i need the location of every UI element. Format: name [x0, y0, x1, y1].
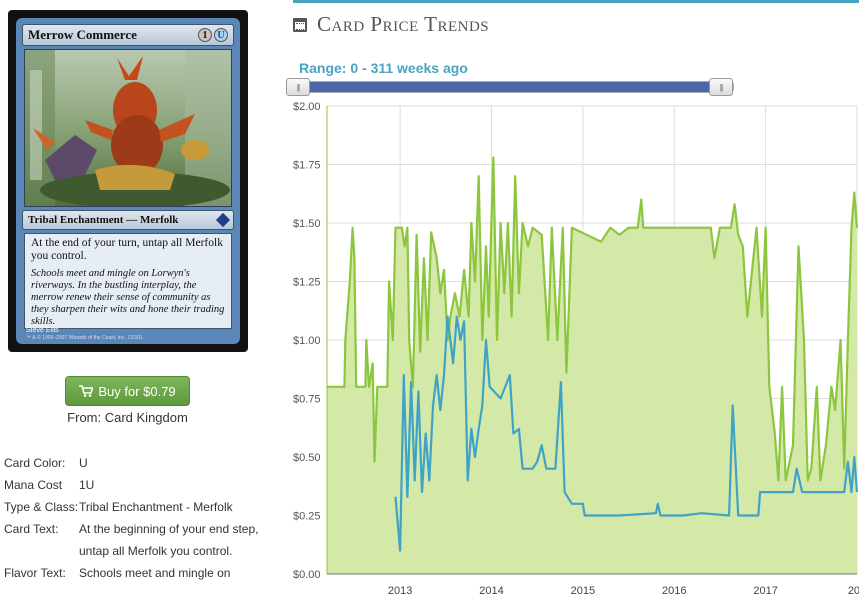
mana-blue-symbol: U: [214, 28, 228, 42]
x-tick-label: 2014: [479, 585, 503, 597]
price-trends-header: Card Price Trends: [293, 12, 489, 37]
card-type-bar: Tribal Enchantment — Merfolk: [22, 210, 234, 230]
info-value: U: [79, 456, 88, 470]
info-label: Mana Cost: [4, 478, 63, 492]
y-tick-label: $1.25: [293, 277, 321, 289]
series-area-fill: [327, 157, 857, 574]
section-divider: [293, 0, 859, 3]
series-line-blue: [394, 315, 859, 552]
card-face: Merrow Commerce 1 U: [16, 18, 240, 344]
y-tick-label: $2.00: [293, 102, 321, 113]
x-tick-label: 2015: [571, 585, 595, 597]
price-chart: $0.00 $0.25 $0.50 $0.75 $1.00 $1.25 $1.50 $1.75…: [291, 102, 859, 604]
y-tick-label: $1.75: [293, 160, 321, 172]
card-artwork: [24, 49, 232, 207]
x-tick-label: 2013: [388, 585, 412, 597]
info-row-mana-cost: Mana Cost 1U: [4, 474, 264, 496]
card-image: Merrow Commerce 1 U: [8, 10, 248, 352]
y-tick-label: $0.00: [293, 569, 321, 581]
info-value: Tribal Enchantment - Merfolk: [79, 500, 233, 514]
card-name: Merrow Commerce: [28, 27, 137, 42]
range-slider[interactable]: ||| |||: [286, 78, 734, 96]
shopping-cart-icon: [79, 385, 94, 397]
info-value: At the beginning of your end step, untap…: [79, 522, 259, 558]
card-flavor-text: Schools meet and mingle on Lorwyn's rive…: [31, 268, 225, 327]
price-trends-title: Card Price Trends: [317, 12, 490, 36]
card-copyright: ™ & © 1993–2007 Wizards of the Coast, In…: [26, 335, 143, 341]
card-type-line: Tribal Enchantment — Merfolk: [28, 214, 179, 226]
buy-button-label: Buy for $0.79: [98, 383, 176, 399]
lorwyn-set-icon: [215, 212, 231, 228]
info-label: Card Text:: [4, 522, 59, 536]
info-value: 1U: [79, 478, 95, 492]
range-slider-handle-start[interactable]: |||: [286, 78, 310, 96]
info-label: Card Color:: [4, 456, 66, 470]
card-artist: Steve Ellis: [26, 327, 59, 334]
y-tick-label: $1.50: [293, 218, 321, 230]
mana-generic-symbol: 1: [198, 28, 212, 42]
vendor-label: From: Card Kingdom: [67, 410, 188, 425]
calendar-icon: [293, 17, 307, 32]
y-tick-label: $0.75: [293, 394, 321, 406]
price-chart-svg: $0.00 $0.25 $0.50 $0.75 $1.00 $1.25 $1.50 $1.75…: [293, 102, 859, 597]
card-title-bar: Merrow Commerce 1 U: [22, 24, 234, 46]
series-line-green: [327, 156, 859, 482]
y-tick-label: $1.00: [293, 335, 321, 347]
card-rules-text: At the end of your turn, untap all Merfo…: [31, 237, 223, 262]
range-label: Range: 0 - 311 weeks ago: [299, 60, 468, 76]
mana-cost-symbols: 1 U: [198, 28, 228, 42]
y-tick-label: $0.50: [293, 452, 321, 464]
info-row-color: Card Color: U: [4, 452, 264, 474]
info-label: Type & Class:: [4, 500, 79, 514]
y-tick-label: $0.25: [293, 511, 321, 523]
info-row-type: Type & Class: Tribal Enchantment - Merfo…: [4, 496, 264, 518]
info-row-flavor-text: Flavor Text: Schools meet and mingle on: [4, 562, 264, 584]
range-slider-handle-end[interactable]: |||: [709, 78, 733, 96]
range-slider-selection: [300, 82, 720, 92]
info-value: Schools meet and mingle on: [79, 566, 231, 580]
info-label: Flavor Text:: [4, 566, 66, 580]
card-text-box: At the end of your turn, untap all Merfo…: [24, 233, 232, 329]
info-row-card-text: Card Text: At the beginning of your end …: [4, 518, 264, 562]
card-info-table: Card Color: U Mana Cost 1U Type & Class:…: [4, 452, 264, 584]
x-tick-label: 201: [848, 585, 859, 597]
x-tick-label: 2016: [662, 585, 686, 597]
buy-button[interactable]: Buy for $0.79: [65, 376, 190, 406]
x-tick-label: 2017: [753, 585, 777, 597]
